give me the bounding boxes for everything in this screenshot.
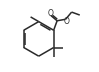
Text: O: O — [63, 17, 69, 26]
Text: O: O — [48, 9, 54, 18]
